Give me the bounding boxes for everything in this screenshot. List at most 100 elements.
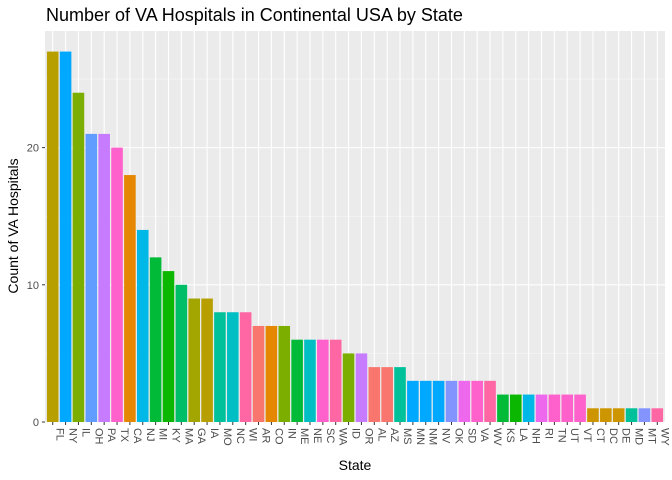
bar: [600, 408, 612, 422]
x-tick-label: IA: [208, 428, 220, 439]
x-tick-label: LA: [517, 428, 529, 442]
bar: [484, 380, 496, 422]
bar: [471, 380, 483, 422]
bar: [548, 394, 561, 422]
bar: [72, 92, 85, 422]
bar: [175, 284, 188, 422]
bar: [638, 408, 651, 422]
bars: [46, 51, 664, 423]
bar: [612, 408, 625, 422]
bar: [239, 312, 252, 422]
x-tick-label: CT: [594, 428, 606, 443]
x-tick-label: CA: [131, 428, 143, 444]
bar: [188, 298, 200, 422]
bar: [46, 51, 59, 422]
x-tick-label: WV: [491, 428, 503, 446]
x-tick-label: WA: [337, 428, 349, 446]
x-tick-label: IN: [285, 428, 297, 439]
bar: [317, 339, 329, 422]
x-tick-label: TX: [118, 428, 130, 443]
x-tick-label: ME: [298, 428, 310, 445]
bar: [535, 394, 548, 422]
x-tick-label: SD: [465, 428, 477, 443]
x-tick-label: DC: [607, 428, 619, 444]
x-axis: FL NY IL OH PA TX CA NJ MI KY MA GA IA MO NC WI AR CO IN ME…: [52, 422, 670, 446]
bar: [111, 147, 123, 423]
bar: [355, 353, 368, 422]
bar: [162, 271, 175, 422]
bar: [561, 394, 574, 422]
bar: [381, 367, 393, 422]
bar: [214, 312, 226, 422]
bar: [368, 367, 381, 422]
x-tick-label: NY: [67, 428, 79, 444]
x-axis-title: State: [339, 457, 372, 473]
x-tick-label: OH: [92, 428, 104, 445]
bar: [265, 325, 278, 422]
bar: [278, 325, 291, 422]
x-tick-label: MA: [182, 428, 194, 445]
x-tick-label: CO: [272, 428, 284, 445]
x-tick-label: NM: [427, 428, 439, 445]
bar: [329, 339, 342, 422]
x-tick-label: AR: [260, 428, 272, 443]
x-tick-label: RI: [543, 428, 555, 439]
bar: [136, 229, 149, 422]
bar: [651, 408, 664, 422]
y-axis-title: Count of VA Hospitals: [5, 158, 21, 293]
x-tick-label: MT: [645, 428, 657, 444]
bar: [304, 339, 316, 422]
bar: [342, 353, 355, 422]
x-tick-label: MN: [414, 428, 426, 445]
bar: [201, 298, 213, 422]
bar: [85, 133, 98, 423]
bar: [124, 175, 136, 422]
x-tick-label: DE: [620, 428, 632, 443]
x-tick-label: VA: [478, 428, 490, 443]
x-tick-label: NH: [530, 428, 542, 444]
bar: [497, 394, 509, 422]
bar: [510, 394, 522, 422]
bar: [98, 133, 110, 423]
x-tick-label: KS: [504, 428, 516, 443]
bar: [625, 408, 638, 422]
x-tick-label: OR: [362, 428, 374, 445]
bar: [574, 394, 586, 422]
x-tick-label: NJ: [144, 428, 156, 441]
bar: [458, 380, 471, 422]
bar: [587, 408, 599, 422]
y-tick-label: 0: [33, 417, 39, 429]
x-tick-label: KY: [169, 428, 181, 443]
x-tick-label: PA: [105, 428, 117, 443]
x-tick-label: WY: [658, 428, 670, 446]
y-axis: 0 10 20: [27, 143, 45, 429]
y-tick-label: 20: [27, 143, 39, 155]
x-tick-label: ID: [350, 428, 362, 439]
x-tick-label: VT: [581, 428, 593, 442]
bar: [407, 380, 419, 422]
bar: [522, 394, 535, 422]
x-tick-label: IL: [79, 428, 91, 437]
x-tick-label: FL: [54, 428, 66, 441]
x-tick-label: UT: [568, 428, 580, 443]
bar: [291, 339, 303, 422]
x-tick-label: NE: [311, 428, 323, 443]
x-tick-label: AZ: [388, 428, 400, 442]
x-tick-label: MO: [221, 428, 233, 446]
bar: [227, 312, 239, 422]
x-tick-label: SC: [324, 428, 336, 443]
bar: [432, 380, 445, 422]
x-tick-label: NC: [234, 428, 246, 444]
x-tick-label: NV: [440, 428, 452, 444]
bar: [419, 380, 432, 422]
x-tick-label: OK: [452, 428, 464, 445]
bar: [394, 367, 406, 422]
bar: [445, 380, 458, 422]
chart-title: Number of VA Hospitals in Continental US…: [46, 5, 463, 25]
x-tick-label: AL: [375, 428, 387, 441]
x-tick-label: WI: [247, 428, 259, 441]
x-tick-label: GA: [195, 428, 207, 445]
x-tick-label: MS: [401, 428, 413, 445]
y-tick-label: 10: [27, 280, 39, 292]
